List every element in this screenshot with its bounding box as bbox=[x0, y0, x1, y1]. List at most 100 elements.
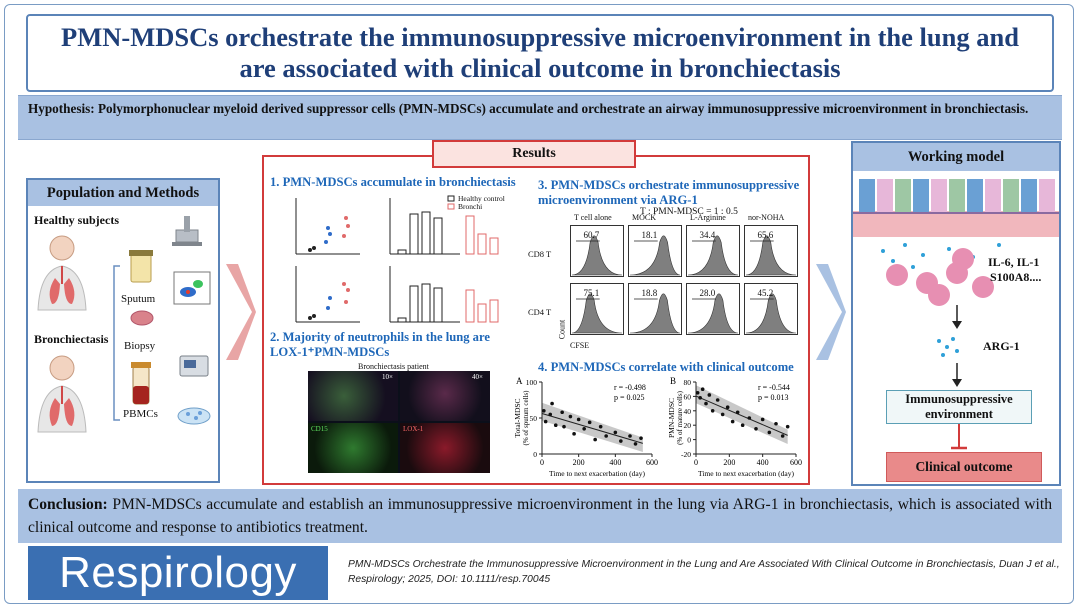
mag-10x: 10× bbox=[382, 373, 393, 381]
x-tick-label: 400 bbox=[757, 458, 769, 467]
cytokine-dots bbox=[881, 243, 1001, 269]
y-tick-label: 40 bbox=[684, 407, 692, 416]
x-axis-label: Time to next exacerbation (day) bbox=[698, 469, 794, 478]
scatter-point bbox=[582, 427, 586, 431]
y-axis-label: Total-MDSC bbox=[513, 398, 522, 437]
cfse-histogram: 18.8 bbox=[628, 283, 682, 335]
sputum-label: Sputum bbox=[121, 293, 156, 305]
scatter-point bbox=[560, 410, 564, 415]
regression-line bbox=[541, 413, 643, 444]
histogram-percent: 60.7 bbox=[584, 230, 600, 240]
scatter-point bbox=[735, 410, 740, 415]
histogram-y-axis-label: Count bbox=[557, 319, 567, 340]
y-tick-label: 0 bbox=[533, 450, 537, 459]
y-tick-label: 0 bbox=[687, 436, 691, 445]
scatter-point bbox=[548, 412, 553, 417]
y-tick-label: 50 bbox=[530, 414, 538, 423]
pbmcs-label: PBMCs bbox=[123, 408, 158, 420]
scatter-point bbox=[542, 409, 546, 413]
histogram-column-label: L-Arginine bbox=[690, 213, 726, 222]
clinical-outcome-box: Clinical outcome bbox=[886, 452, 1042, 482]
scatter-point bbox=[598, 424, 603, 429]
panel-label: B bbox=[670, 376, 676, 386]
correlation-r: r = -0.544 bbox=[758, 383, 790, 392]
population-methods-heading: Population and Methods bbox=[28, 180, 218, 206]
histogram-row-label: CD8 T bbox=[528, 249, 552, 259]
scatter-point bbox=[780, 434, 785, 438]
cfse-histogram: 45.2 bbox=[744, 283, 798, 335]
x-tick-label: 0 bbox=[540, 458, 544, 467]
immunosuppressive-environment-box: Immunosuppressive environment bbox=[886, 390, 1032, 424]
pbmc-tube-icon bbox=[131, 362, 151, 405]
airway-epithelium bbox=[853, 179, 1059, 237]
scatter-point bbox=[767, 430, 772, 435]
scatter-point bbox=[695, 391, 700, 395]
conclusion-band: Conclusion: PMN-MDSCs accumulate and est… bbox=[18, 489, 1062, 543]
mdsc-count-scatter bbox=[295, 198, 360, 323]
microscope-icon bbox=[172, 216, 202, 246]
conclusion-body: PMN-MDSCs accumulate and establish an im… bbox=[28, 496, 1052, 536]
methods-illustration bbox=[37, 216, 211, 433]
scatter-point bbox=[619, 439, 623, 443]
scatter-point bbox=[725, 405, 730, 409]
petri-dish-icon bbox=[177, 407, 211, 425]
scatter-point bbox=[613, 430, 618, 435]
x-tick-label: 600 bbox=[646, 458, 658, 467]
panel-label: A bbox=[516, 376, 523, 386]
y-tick-label: -20 bbox=[681, 450, 691, 459]
hypothesis-band: Hypothesis: Polymorphonuclear myeloid de… bbox=[18, 95, 1062, 140]
scatter-point bbox=[604, 434, 608, 438]
x-tick-label: 600 bbox=[790, 458, 802, 467]
scatter-point bbox=[587, 420, 592, 425]
instrument-icon bbox=[179, 355, 209, 377]
legend-bronchi: Bronchi bbox=[458, 202, 483, 211]
journal-name: Respirology bbox=[59, 548, 297, 597]
scatter-point bbox=[704, 401, 708, 406]
scatter-point bbox=[633, 442, 638, 446]
scatter-point bbox=[553, 423, 558, 427]
title-box: PMN-MDSCs orchestrate the immunosuppress… bbox=[26, 14, 1054, 92]
histogram-column-label: nor-NOHA bbox=[748, 213, 785, 222]
histogram-percent: 45.2 bbox=[758, 288, 774, 298]
regression-line bbox=[695, 395, 788, 436]
scatter-point bbox=[720, 412, 725, 417]
cfse-histogram-grid: T cell alone MOCK L-Arginine nor-NOHA CD8 T 6… bbox=[528, 213, 808, 363]
scatter-point bbox=[707, 393, 712, 397]
results-section-3-title: 3. PMN-MDSCs orchestrate immunosuppressi… bbox=[538, 178, 800, 207]
scatter-point bbox=[550, 401, 554, 406]
histogram-percent: 75.1 bbox=[584, 288, 600, 298]
if-image-merged-10x bbox=[308, 371, 398, 421]
ratio-label: T : PMN-MDSC = 1 : 0.5 bbox=[640, 207, 738, 217]
cfse-histogram: 34.4 bbox=[686, 225, 740, 277]
results-section-4-title: 4. PMN-MDSCs correlate with clinical out… bbox=[538, 360, 794, 374]
cfse-histogram: 18.1 bbox=[628, 225, 682, 277]
pmn-mdsc-cells bbox=[886, 248, 994, 306]
histogram-percent: 18.1 bbox=[642, 230, 658, 240]
histogram-column-label: T cell alone bbox=[574, 213, 612, 222]
arg1-label: ARG-1 bbox=[983, 339, 1020, 353]
scatter-point bbox=[572, 432, 576, 436]
section-1-figures bbox=[295, 195, 499, 323]
legend-healthy-control: Healthy control bbox=[458, 194, 505, 203]
scatter-point bbox=[628, 434, 632, 438]
poster-frame bbox=[4, 4, 1074, 604]
cfse-histogram: 60.7 bbox=[570, 225, 624, 277]
histogram-percent: 28.0 bbox=[700, 288, 716, 298]
scatter-point bbox=[730, 419, 735, 424]
if-image-lox1 bbox=[400, 423, 490, 473]
scatter-point bbox=[576, 417, 581, 422]
results-heading: Results bbox=[432, 140, 636, 168]
scatter-point bbox=[760, 417, 765, 422]
x-tick-label: 200 bbox=[573, 458, 585, 467]
biopsy-tissue-icon bbox=[130, 310, 154, 326]
page-title: PMN-MDSCs orchestrate the immunosuppress… bbox=[61, 22, 1019, 83]
scatter-point bbox=[568, 414, 573, 419]
scatter-point bbox=[747, 416, 752, 420]
conclusion-label: Conclusion: bbox=[28, 496, 108, 513]
x-tick-label: 200 bbox=[723, 458, 735, 467]
flow-plot-icon bbox=[173, 271, 211, 305]
sample-bracket bbox=[113, 265, 120, 421]
scatter-point bbox=[543, 419, 548, 424]
conclusion-text: Conclusion: PMN-MDSCs accumulate and est… bbox=[28, 493, 1052, 539]
